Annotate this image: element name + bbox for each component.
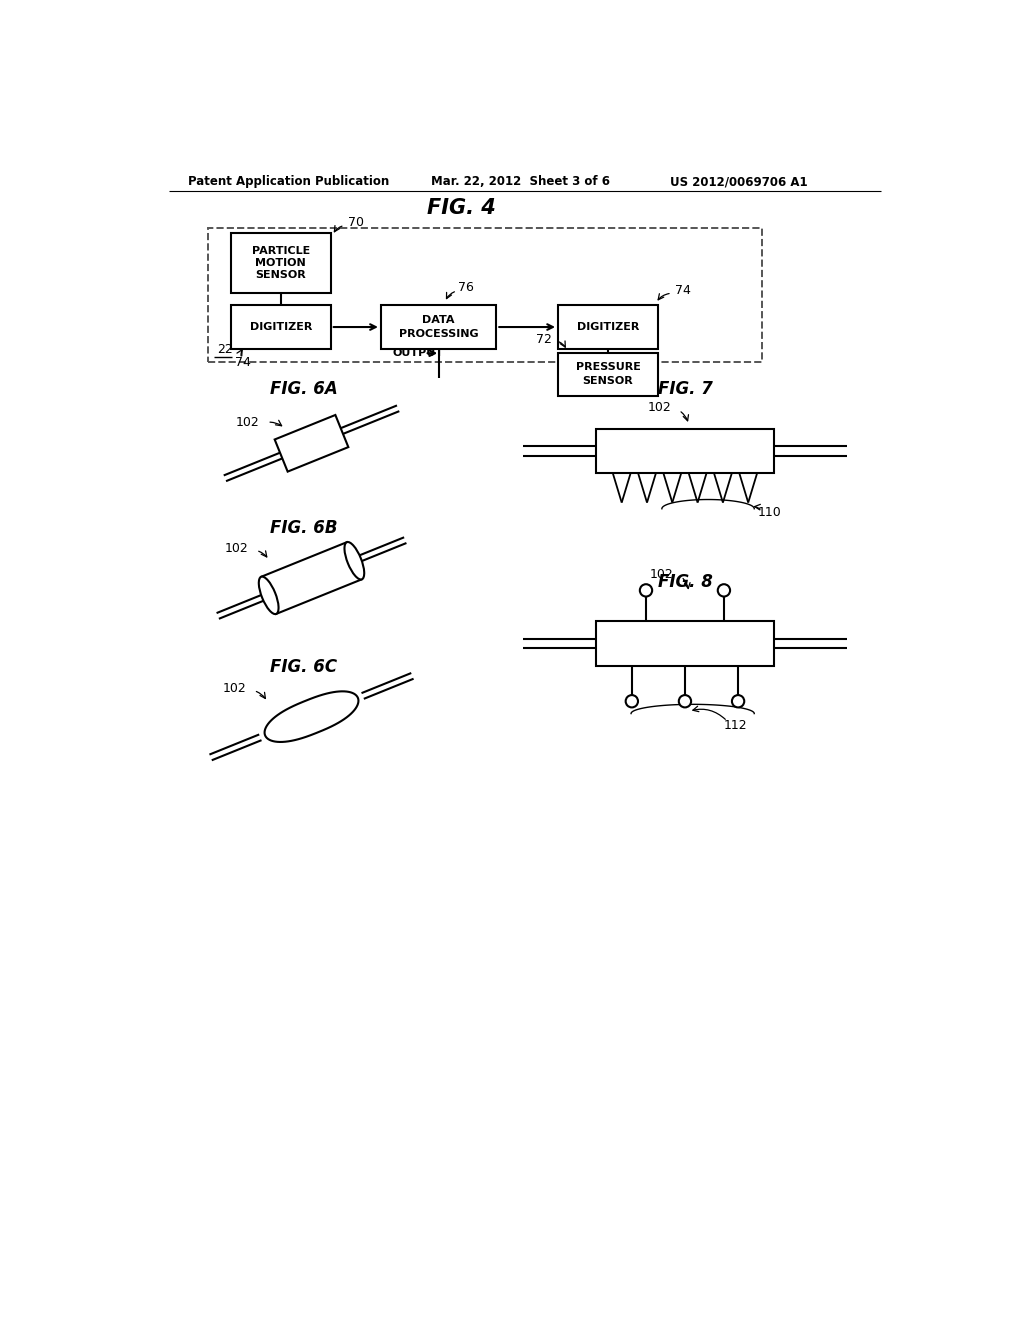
Circle shape	[640, 585, 652, 597]
Circle shape	[718, 585, 730, 597]
Text: FIG. 6C: FIG. 6C	[270, 657, 337, 676]
Bar	[230, 305, 331, 350]
Text: 110: 110	[758, 506, 782, 519]
Text: OUTPUT: OUTPUT	[392, 348, 443, 358]
Circle shape	[626, 696, 638, 708]
Polygon shape	[264, 692, 358, 742]
Text: 102: 102	[647, 400, 671, 413]
Circle shape	[732, 696, 744, 708]
Text: FIG. 4: FIG. 4	[427, 198, 496, 218]
Text: 72: 72	[536, 333, 552, 346]
Text: FIG. 7: FIG. 7	[657, 380, 713, 399]
Text: DIGITIZER: DIGITIZER	[250, 322, 312, 333]
Bar	[381, 305, 497, 350]
Text: FIG. 6B: FIG. 6B	[270, 519, 338, 537]
Text: DIGITIZER: DIGITIZER	[577, 322, 639, 333]
Text: SENSOR: SENSOR	[255, 271, 306, 280]
Bar	[558, 354, 658, 396]
Text: DATA: DATA	[422, 315, 455, 325]
Text: SENSOR: SENSOR	[583, 376, 633, 387]
Text: 22: 22	[217, 342, 232, 355]
Bar	[596, 622, 773, 665]
Text: US 2012/0069706 A1: US 2012/0069706 A1	[670, 176, 807, 187]
Text: PROCESSING: PROCESSING	[398, 329, 478, 339]
Text: 102: 102	[222, 682, 246, 696]
Bar	[230, 234, 331, 293]
Text: 70: 70	[348, 216, 364, 230]
Bar	[274, 414, 348, 471]
Circle shape	[679, 696, 691, 708]
Bar	[596, 429, 773, 474]
Text: MOTION: MOTION	[255, 259, 306, 268]
Text: 102: 102	[236, 416, 259, 429]
Ellipse shape	[344, 543, 365, 579]
Bar	[208, 227, 762, 363]
Ellipse shape	[259, 577, 279, 614]
Text: FIG. 6A: FIG. 6A	[270, 380, 338, 399]
Bar	[558, 305, 658, 350]
Text: Mar. 22, 2012  Sheet 3 of 6: Mar. 22, 2012 Sheet 3 of 6	[431, 176, 610, 187]
Text: FIG. 8: FIG. 8	[657, 573, 713, 591]
Text: 74: 74	[675, 284, 691, 297]
Text: 102: 102	[224, 543, 249, 556]
Text: 112: 112	[724, 718, 748, 731]
Text: 102: 102	[649, 569, 674, 582]
Text: PARTICLE: PARTICLE	[252, 246, 310, 256]
Text: 76: 76	[458, 281, 474, 294]
Text: 74: 74	[234, 356, 251, 370]
Text: PRESSURE: PRESSURE	[575, 363, 640, 372]
Bar	[261, 543, 361, 614]
Text: Patent Application Publication: Patent Application Publication	[188, 176, 389, 187]
